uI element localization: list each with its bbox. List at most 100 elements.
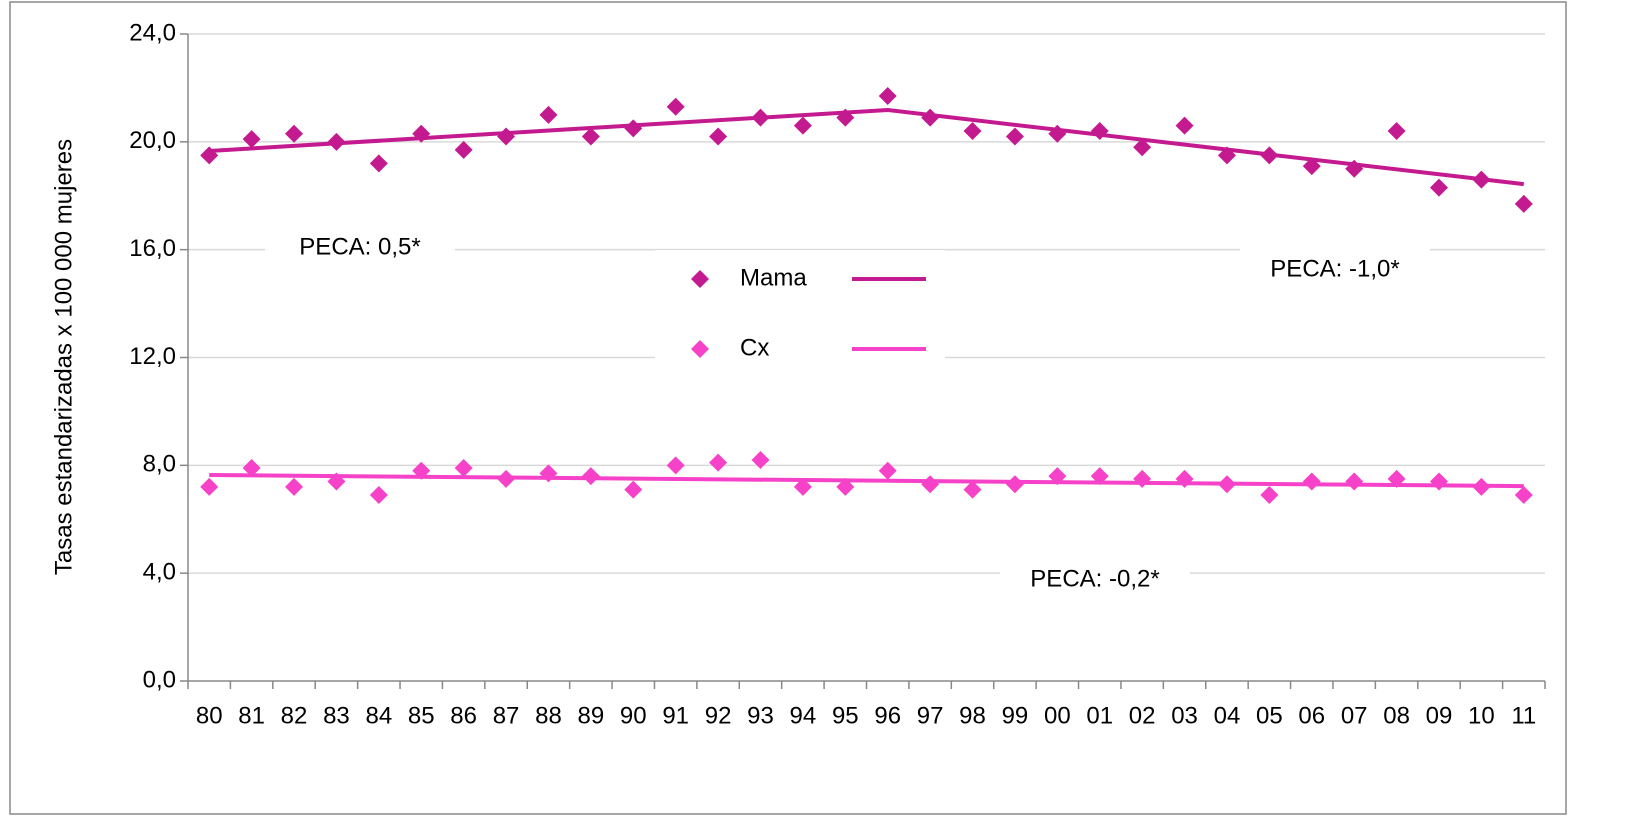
data-point	[793, 116, 812, 135]
data-point	[963, 480, 982, 499]
data-point	[963, 122, 982, 141]
data-point	[1429, 178, 1448, 197]
x-tick-label: 11	[1511, 702, 1536, 729]
data-point	[200, 477, 219, 496]
data-point	[624, 480, 643, 499]
annotation-box	[1240, 248, 1430, 292]
x-tick-label: 90	[620, 702, 647, 729]
y-tick-label: 8,0	[143, 451, 176, 478]
legend-marker	[691, 270, 709, 288]
data-point	[1302, 157, 1321, 176]
data-point	[242, 459, 261, 478]
data-point	[539, 105, 558, 124]
x-tick-label: 92	[705, 702, 732, 729]
x-tick-label: 02	[1129, 702, 1156, 729]
data-point	[581, 127, 600, 146]
data-point	[1048, 467, 1067, 486]
data-point	[1345, 472, 1364, 491]
data-point	[454, 459, 473, 478]
data-point	[497, 127, 516, 146]
x-tick-label: 09	[1426, 702, 1453, 729]
data-point	[497, 469, 516, 488]
data-point	[539, 464, 558, 483]
data-point	[242, 130, 261, 149]
annotation-box	[1000, 558, 1190, 602]
y-tick-label: 16,0	[129, 235, 176, 262]
data-point	[1005, 127, 1024, 146]
x-tick-label: 96	[874, 702, 901, 729]
data-point	[581, 467, 600, 486]
data-point	[1260, 485, 1279, 504]
x-tick-label: 98	[959, 702, 986, 729]
x-tick-label: 00	[1044, 702, 1071, 729]
x-tick-label: 86	[450, 702, 477, 729]
data-point	[836, 477, 855, 496]
x-tick-label: 99	[1002, 702, 1029, 729]
data-point	[1217, 146, 1236, 165]
trend-line	[209, 473, 1524, 489]
data-point	[1472, 477, 1491, 496]
data-point	[1472, 170, 1491, 189]
data-point	[1090, 467, 1109, 486]
data-point	[1005, 475, 1024, 494]
data-point	[1302, 472, 1321, 491]
data-point	[751, 108, 770, 127]
data-point	[666, 97, 685, 116]
y-tick-label: 20,0	[129, 127, 176, 154]
data-point	[793, 477, 812, 496]
data-point	[369, 154, 388, 173]
x-tick-label: 10	[1468, 702, 1495, 729]
x-tick-label: 08	[1383, 702, 1410, 729]
x-tick-label: 07	[1341, 702, 1368, 729]
data-point	[454, 140, 473, 159]
x-tick-label: 82	[281, 702, 308, 729]
data-point	[1133, 138, 1152, 157]
annotation-box	[265, 226, 455, 270]
data-point	[836, 108, 855, 127]
legend-marker	[691, 340, 709, 358]
legend-label: Mama	[740, 264, 807, 291]
data-point	[285, 477, 304, 496]
data-point	[709, 127, 728, 146]
data-point	[1345, 159, 1364, 178]
data-point	[1133, 469, 1152, 488]
x-tick-label: 05	[1256, 702, 1283, 729]
x-tick-label: 81	[238, 702, 265, 729]
data-point	[709, 453, 728, 472]
y-tick-label: 24,0	[129, 19, 176, 46]
x-tick-label: 95	[832, 702, 859, 729]
x-tick-label: 83	[323, 702, 350, 729]
x-tick-label: 94	[790, 702, 817, 729]
data-point	[1514, 485, 1533, 504]
data-point	[1387, 122, 1406, 141]
data-point	[921, 108, 940, 127]
legend-box	[655, 250, 945, 380]
data-point	[1429, 472, 1448, 491]
data-point	[1175, 469, 1194, 488]
x-tick-label: 93	[747, 702, 774, 729]
x-tick-label: 03	[1171, 702, 1198, 729]
x-tick-label: 97	[917, 702, 944, 729]
data-point	[751, 450, 770, 469]
data-point	[921, 475, 940, 494]
y-tick-label: 4,0	[143, 559, 176, 586]
data-point	[666, 456, 685, 475]
data-point	[624, 119, 643, 138]
data-point	[1048, 124, 1067, 143]
x-tick-label: 80	[196, 702, 223, 729]
x-tick-label: 01	[1086, 702, 1113, 729]
y-axis-title: Tasas estandarizadas x 100 000 mujeres	[50, 139, 77, 575]
data-point	[1514, 194, 1533, 213]
data-point	[878, 461, 897, 480]
x-tick-label: 04	[1214, 702, 1241, 729]
data-point	[369, 485, 388, 504]
data-point	[878, 87, 897, 106]
y-tick-label: 12,0	[129, 343, 176, 370]
x-tick-label: 89	[578, 702, 605, 729]
x-tick-label: 87	[493, 702, 520, 729]
data-point	[200, 146, 219, 165]
data-point	[1217, 475, 1236, 494]
y-tick-label: 0,0	[143, 666, 176, 693]
x-tick-label: 88	[535, 702, 562, 729]
